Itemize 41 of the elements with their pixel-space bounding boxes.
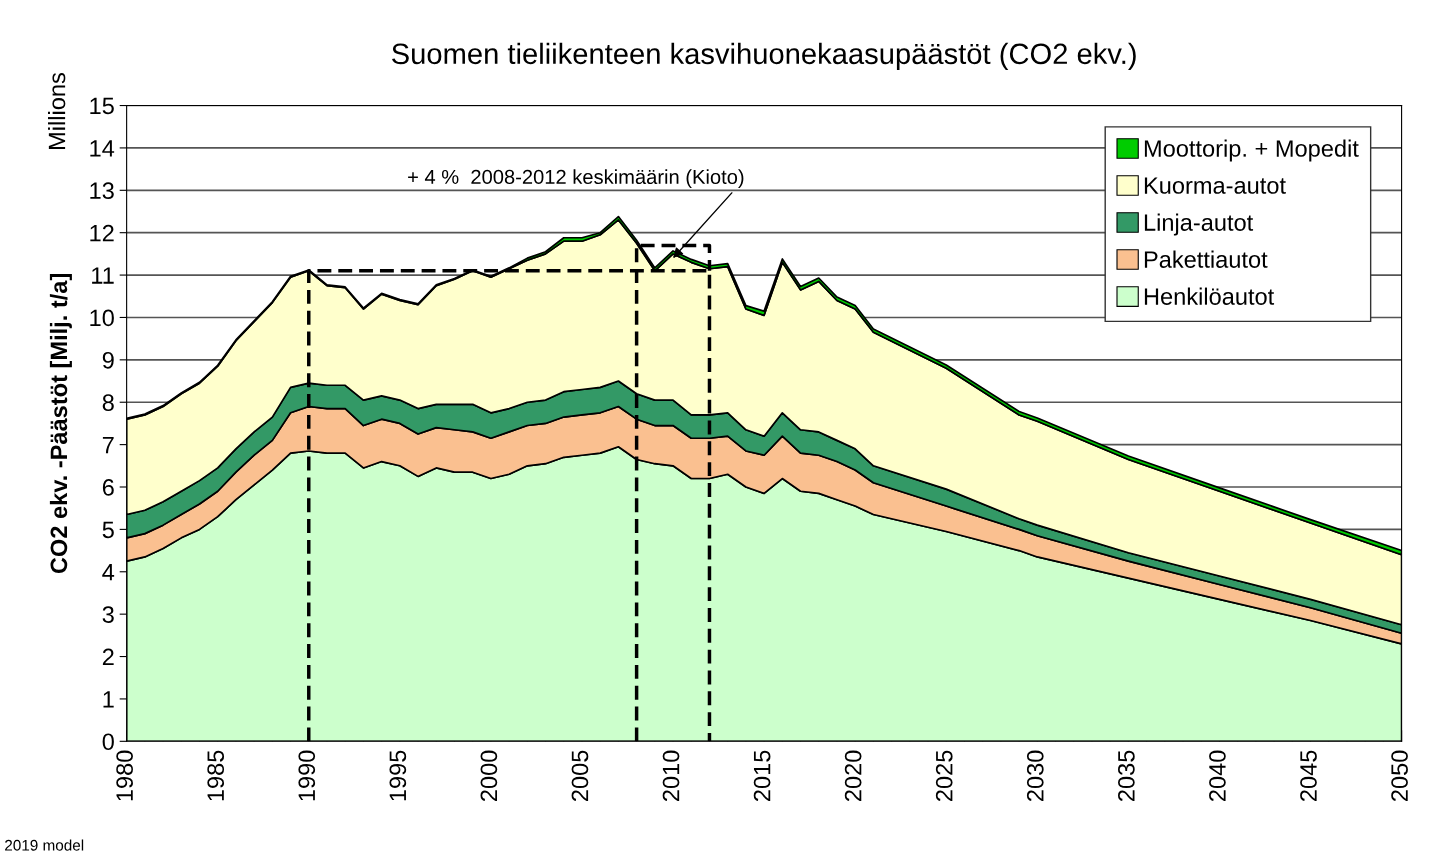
y-tick-label: 10 bbox=[90, 309, 114, 327]
y-tick-label: 5 bbox=[102, 521, 114, 539]
y-tick-label: 1 bbox=[103, 691, 114, 708]
x-tick-label: 2030 bbox=[1026, 750, 1044, 801]
chart-title: Suomen tieliikenteen kasvihuonekaasupäästöt (CO2 ekv.) bbox=[392, 42, 1136, 70]
y-tick-label: 8 bbox=[102, 394, 114, 412]
x-tick-label: 2005 bbox=[571, 750, 589, 801]
text: Millions bbox=[47, 73, 66, 149]
x-tick-label: 2050 bbox=[1391, 750, 1408, 801]
y-tick-label: 0 bbox=[102, 733, 114, 751]
y-axis-title: CO2 ekv. -Päästöt [Milj. t/a] bbox=[49, 274, 72, 574]
annotation: + 4 % 2008-2012 keskimäärin (Kioto) bbox=[408, 169, 744, 189]
y-tick-label: 6 bbox=[102, 479, 114, 496]
legend-label: Moottorip. + Mopedit bbox=[1144, 139, 1359, 162]
x-tick-label: 1985 bbox=[207, 750, 225, 801]
legend-label: Pakettiautot bbox=[1144, 250, 1268, 268]
x-tick-label: 2035 bbox=[1118, 750, 1135, 801]
legend-label: Kuorma-autot bbox=[1144, 177, 1286, 194]
y-tick-label: 13 bbox=[90, 182, 114, 200]
y-tick-label: 11 bbox=[92, 267, 114, 284]
x-tick-label: 1995 bbox=[389, 750, 407, 801]
legend-label: Henkilöautot bbox=[1144, 287, 1275, 305]
x-tick-label: 2025 bbox=[935, 750, 953, 801]
y-tick-label: 14 bbox=[90, 140, 115, 157]
x-tick-label: 2020 bbox=[844, 750, 862, 801]
y-tick-label: 3 bbox=[102, 606, 114, 623]
x-tick-label: 2045 bbox=[1300, 750, 1317, 801]
y-tick-label: 2 bbox=[102, 648, 114, 666]
legend-label: Linja-autot bbox=[1144, 213, 1254, 236]
y-tick-label: 4 bbox=[102, 564, 115, 581]
x-tick-label: 2040 bbox=[1209, 750, 1226, 801]
y-tick-label: 9 bbox=[102, 351, 114, 369]
text: 2019 model bbox=[5, 839, 84, 851]
y-tick-label: 15 bbox=[90, 97, 114, 115]
x-tick-label: 2000 bbox=[480, 750, 498, 801]
y-tick-label: 12 bbox=[90, 224, 114, 242]
y-tick-label: 7 bbox=[102, 436, 114, 454]
x-tick-label: 1990 bbox=[298, 750, 316, 801]
x-tick-label: 2010 bbox=[662, 750, 680, 801]
x-tick-label: 1980 bbox=[116, 750, 133, 801]
x-tick-label: 2015 bbox=[753, 750, 771, 801]
